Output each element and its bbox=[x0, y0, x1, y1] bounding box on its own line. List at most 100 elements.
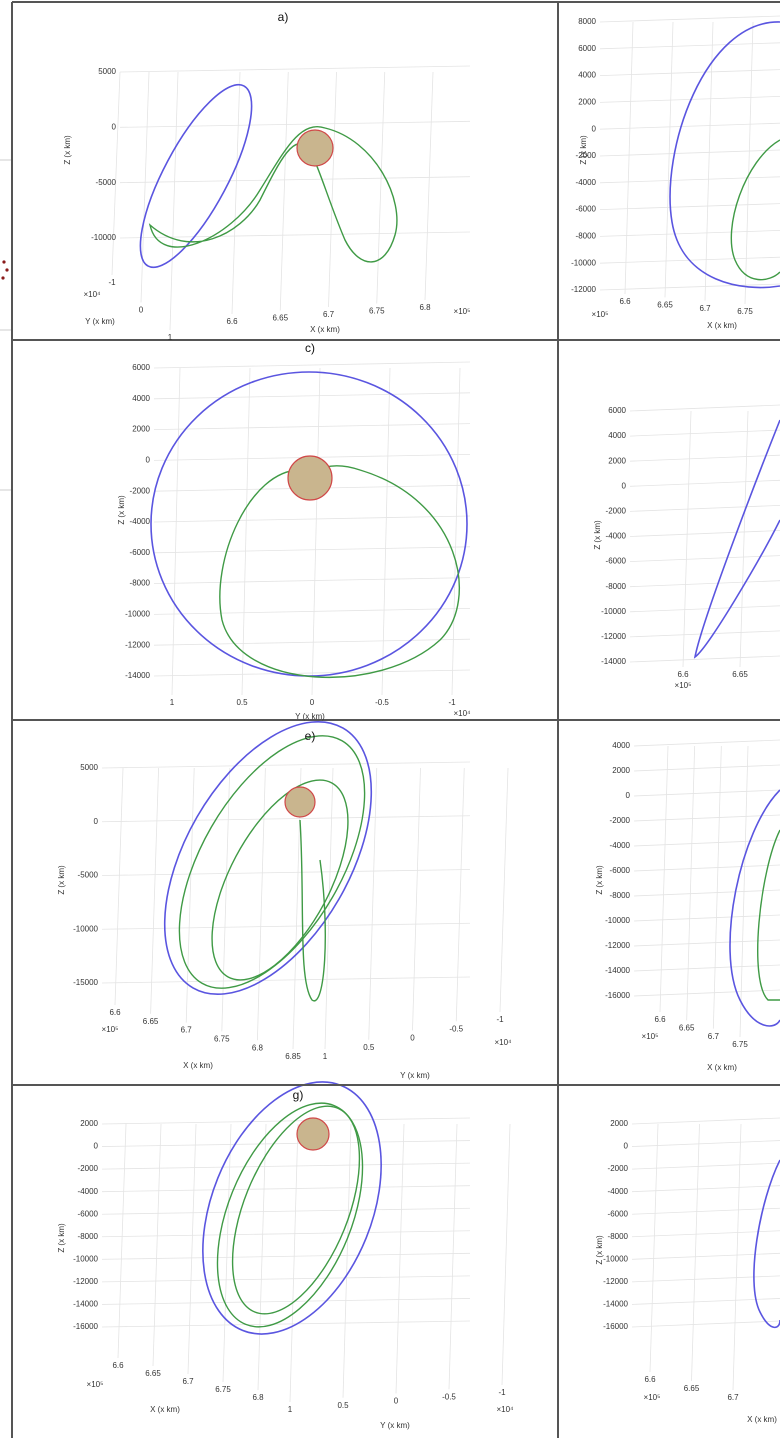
z-tick-label: -8000 bbox=[78, 1232, 99, 1241]
grid-line bbox=[633, 739, 780, 747]
z-tick-label: -4000 bbox=[130, 517, 151, 526]
z-tick-label: -6000 bbox=[606, 557, 627, 566]
z-axis-title: Z (x km) bbox=[63, 135, 72, 165]
grid-line bbox=[599, 230, 780, 237]
z-tick-label: -6000 bbox=[610, 866, 631, 875]
moon bbox=[287, 455, 333, 501]
z-tick-label: 6000 bbox=[132, 363, 150, 372]
grid-line bbox=[152, 1123, 162, 1367]
y-tick-label: -0.5 bbox=[449, 1024, 463, 1033]
grid-line bbox=[153, 638, 471, 646]
z-tick-label: -16000 bbox=[73, 1322, 98, 1331]
grid-line bbox=[599, 283, 780, 291]
x-tick-label: 6.6 bbox=[112, 1361, 124, 1370]
z-tick-label: -6000 bbox=[78, 1209, 99, 1218]
grid-line bbox=[682, 410, 692, 668]
z-tick-label: 0 bbox=[592, 124, 597, 133]
x-tick-label: 6.7 bbox=[699, 304, 711, 313]
z-tick-label: 2000 bbox=[578, 98, 596, 107]
panel-label: c) bbox=[305, 341, 315, 355]
z-tick-label: 0 bbox=[146, 456, 151, 465]
grid-line bbox=[101, 922, 471, 930]
y-tick-label: -0.5 bbox=[375, 698, 389, 707]
grid-line bbox=[691, 1123, 700, 1382]
panel-label: g) bbox=[293, 1088, 304, 1102]
grid-line bbox=[111, 71, 121, 276]
grid-line bbox=[101, 1162, 471, 1170]
z-tick-label: -15000 bbox=[73, 978, 98, 987]
z-tick-label: -8000 bbox=[610, 891, 631, 900]
grid-line bbox=[631, 1185, 780, 1193]
grid-line bbox=[629, 580, 780, 588]
x-tick-label: 6.65 bbox=[657, 300, 673, 309]
left-strip bbox=[0, 159, 12, 491]
grid-line bbox=[629, 429, 780, 437]
z-tick-label: -10000 bbox=[571, 258, 596, 267]
y-axis-title: Y (x km) bbox=[295, 712, 325, 721]
grid-line bbox=[633, 939, 780, 947]
y-axis-title: Y (x km) bbox=[400, 1071, 430, 1080]
z-tick-label: 0 bbox=[112, 122, 117, 131]
y-multiplier: ×10⁴ bbox=[496, 1405, 514, 1414]
z-tick-label: -8000 bbox=[606, 582, 627, 591]
orbit-blue bbox=[139, 83, 253, 269]
x-tick-label: 6.6 bbox=[109, 1008, 121, 1017]
grid-line bbox=[101, 815, 471, 823]
z-tick-label: -10000 bbox=[125, 610, 150, 619]
x-tick-label: 6.75 bbox=[369, 307, 385, 316]
moon bbox=[296, 1117, 330, 1151]
orbit-blue bbox=[163, 720, 373, 996]
grid-line bbox=[599, 42, 780, 50]
z-tick-label: 8000 bbox=[578, 17, 596, 26]
grid-line bbox=[631, 1320, 780, 1328]
x-tick-label: 6.8 bbox=[419, 303, 431, 312]
z-tick-label: -5000 bbox=[96, 178, 117, 187]
x-multiplier: ×10⁵ bbox=[454, 307, 471, 316]
z-tick-label: 4000 bbox=[608, 431, 626, 440]
z-tick-label: 0 bbox=[626, 791, 631, 800]
grid-line bbox=[633, 914, 780, 922]
z-tick-label: 2000 bbox=[80, 1119, 98, 1128]
grid-line bbox=[117, 1123, 127, 1359]
z-tick-label: 0 bbox=[622, 481, 627, 490]
z-tick-label: -16000 bbox=[603, 1322, 628, 1331]
x-tick-label: 6.65 bbox=[684, 1384, 700, 1393]
z-tick-label: -4000 bbox=[610, 841, 631, 850]
y-tick-label: 1 bbox=[170, 698, 175, 707]
grid-line bbox=[629, 630, 780, 638]
z-tick-label: -4000 bbox=[608, 1187, 629, 1196]
x-tick-label: 6.75 bbox=[214, 1035, 230, 1044]
y-tick-label: 0 bbox=[394, 1397, 399, 1406]
grid-line bbox=[451, 367, 461, 696]
z-tick-label: 2000 bbox=[132, 425, 150, 434]
y-tick-label: 0.5 bbox=[337, 1401, 349, 1410]
grid-line bbox=[153, 361, 471, 369]
grid-line bbox=[101, 1185, 471, 1193]
z-tick-label: -10000 bbox=[605, 916, 630, 925]
grid-line bbox=[629, 530, 780, 537]
z-tick-label: -12000 bbox=[605, 941, 630, 950]
grid-line bbox=[153, 546, 471, 554]
grid-line bbox=[101, 1230, 471, 1238]
grid-line bbox=[342, 1123, 352, 1398]
x-multiplier: ×10⁵ bbox=[675, 681, 692, 690]
x-tick-label: 6.7 bbox=[727, 1393, 739, 1402]
z-tick-label: -10000 bbox=[601, 607, 626, 616]
orbit-green bbox=[730, 139, 780, 281]
x-tick-label: 6.65 bbox=[143, 1017, 159, 1026]
x-tick-label: 6.65 bbox=[145, 1369, 161, 1378]
x-tick-label: 6.6 bbox=[619, 297, 631, 306]
grid-line bbox=[241, 367, 251, 696]
x-multiplier: ×10⁵ bbox=[87, 1380, 104, 1389]
x-tick-label: 6.7 bbox=[182, 1377, 194, 1386]
z-tick-label: -8000 bbox=[130, 579, 151, 588]
grid-line bbox=[629, 505, 780, 512]
x-multiplier: ×10⁵ bbox=[644, 1393, 661, 1402]
dot bbox=[1, 276, 5, 280]
z-tick-label: 5000 bbox=[98, 67, 116, 76]
y-tick-label: -1 bbox=[498, 1388, 506, 1397]
grid-line bbox=[101, 1298, 471, 1305]
grid-line bbox=[499, 767, 509, 1013]
